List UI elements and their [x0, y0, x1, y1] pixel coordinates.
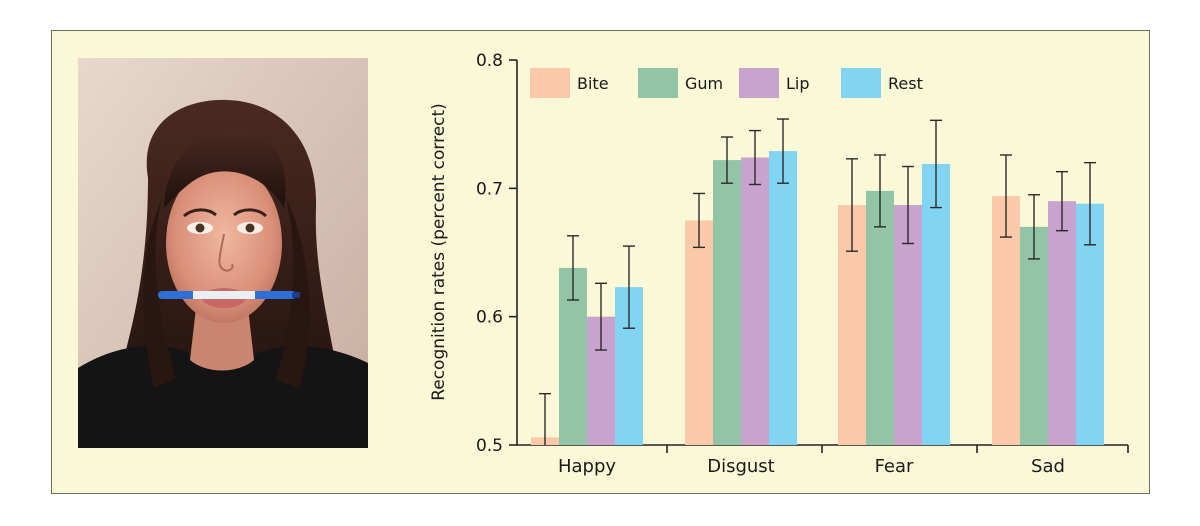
y-tick-label: 0.6	[476, 308, 503, 328]
bar-lip-fear	[894, 205, 922, 445]
bar-rest-disgust	[769, 151, 797, 445]
y-axis-label: Recognition rates (percent correct)	[429, 103, 449, 401]
bar-gum-sad	[1020, 226, 1048, 445]
x-tick-label-disgust: Disgust	[707, 456, 775, 477]
photo-illustration	[78, 58, 368, 448]
photo	[78, 58, 368, 448]
y-tick-label: 0.7	[476, 179, 503, 199]
legend-label-gum: Gum	[685, 74, 723, 93]
bar-lip-disgust	[741, 157, 769, 446]
bar-lip-sad	[1048, 201, 1076, 445]
bar-rest-fear	[922, 163, 950, 445]
y-tick-label: 0.8	[476, 51, 503, 71]
legend-label-lip: Lip	[786, 74, 810, 93]
legend-swatch-bite	[530, 68, 570, 98]
legend-swatch-rest	[841, 68, 881, 98]
y-tick-label: 0.5	[476, 436, 503, 456]
x-tick-label-sad: Sad	[1031, 456, 1065, 477]
legend-swatch-gum	[638, 68, 678, 98]
bar-bite-disgust	[685, 220, 713, 445]
legend-label-rest: Rest	[888, 74, 923, 93]
legend-label-bite: Bite	[577, 74, 609, 93]
legend-swatch-lip	[739, 68, 779, 98]
x-tick-label-happy: Happy	[558, 456, 616, 477]
bar-gum-fear	[866, 190, 894, 445]
bar-gum-disgust	[713, 160, 741, 445]
x-tick-label-fear: Fear	[875, 456, 914, 477]
